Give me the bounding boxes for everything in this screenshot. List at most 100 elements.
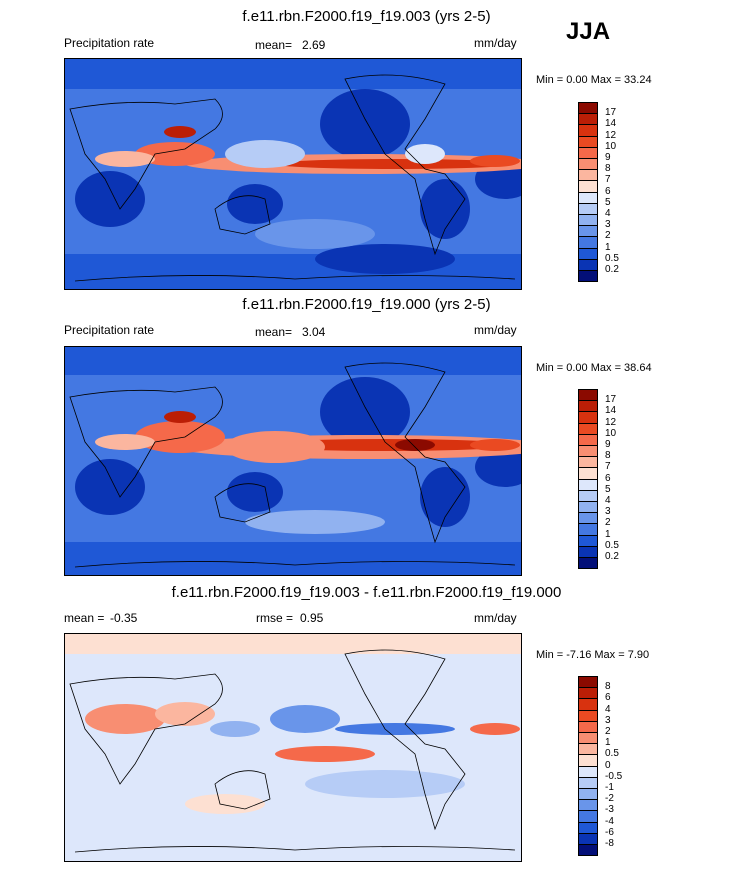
panel-1-mean-value: 2.69 [302,38,326,52]
colorbar-swatch [578,158,598,170]
colorbar-label: -1 [605,782,614,793]
colorbar-label: 2 [605,230,611,242]
colorbar-label: 0.5 [605,539,619,551]
panel-2-map [64,346,522,576]
colorbar-swatch [578,445,598,457]
colorbar-swatch [578,489,598,501]
colorbar-swatch [578,225,598,237]
colorbar-label: -6 [605,826,614,838]
colorbar-swatch [578,478,598,490]
colorbar-label: 3 [605,714,611,726]
colorbar-label: 1 [605,528,611,540]
colorbar-label: 17 [605,107,617,119]
panel-1-map [64,58,522,290]
colorbar-label: 0 [605,759,611,771]
colorbar-swatch [578,743,598,755]
colorbar-swatch [578,821,598,833]
colorbar-swatch [578,844,598,857]
colorbar-swatch [578,411,598,423]
colorbar-swatch [578,698,598,710]
colorbar-label: -4 [605,815,614,827]
panel-3-mean-label: mean = [64,611,105,625]
colorbar-swatch [578,788,598,800]
colorbar-swatch [578,191,598,203]
colorbar-label: 0.5 [605,252,619,264]
colorbar-swatch [578,467,598,479]
season-label: JJA [566,18,611,45]
colorbar-label: -8 [605,838,614,849]
colorbar-label: 6 [605,692,611,704]
colorbar-swatch [578,180,598,192]
colorbar-label: 12 [605,416,617,428]
colorbar-swatch [578,545,598,557]
colorbar-swatch [578,732,598,744]
colorbar-label: 8 [605,163,611,175]
panel-2-min-max: Min = 0.00 Max = 38.64 [536,362,652,374]
panel-2-units: mm/day [474,323,517,337]
colorbar-swatch [578,169,598,181]
colorbar-label: 14 [605,405,617,417]
panel-3-map [64,633,522,862]
panel-3-mean-value: -0.35 [110,611,138,625]
colorbar-swatch [578,113,598,125]
colorbar-label: 3 [605,219,611,231]
colorbar-swatch [578,124,598,136]
panel-1-mean-label: mean= [255,38,293,52]
colorbar-label: 9 [605,439,611,450]
colorbar-label: 8 [605,450,611,462]
colorbar-label: 7 [605,461,611,473]
colorbar-label: -0.5 [605,770,623,782]
colorbar-label: 14 [605,118,617,130]
colorbar-label: 1 [605,737,611,749]
colorbar-swatch [578,146,598,158]
panel-1-title: f.e11.rbn.F2000.f19_f19.003 (yrs 2-5) [242,8,491,25]
colorbar-label: 5 [605,196,611,208]
colorbar-swatch [578,236,598,248]
panel-3-title: f.e11.rbn.F2000.f19_f19.003 - f.e11.rbn.… [171,584,562,601]
colorbar-label: 6 [605,472,611,484]
colorbar-swatch [578,687,598,699]
colorbar-swatch [578,754,598,766]
colorbar-swatch [578,389,598,401]
panel-2-mean-value: 3.04 [302,325,326,339]
colorbar-label: 5 [605,483,611,495]
colorbar-swatch [578,433,598,445]
panel-3-rmse-label: rmse = [256,611,294,625]
colorbar-label: 9 [605,152,611,163]
colorbar-swatch [578,135,598,147]
panel-3-units: mm/day [474,611,517,625]
colorbar-swatch [578,557,598,570]
colorbar-swatch [578,799,598,811]
colorbar-swatch [578,523,598,535]
colorbar-swatch [578,400,598,412]
colorbar-label: 7 [605,174,611,186]
colorbar-label: 4 [605,208,611,219]
colorbar-swatch [578,765,598,777]
colorbar-label: 4 [605,495,611,506]
colorbar-swatch [578,102,598,114]
colorbar-label: 2 [605,726,611,737]
panel-2-title: f.e11.rbn.F2000.f19_f19.000 (yrs 2-5) [242,296,491,313]
colorbar-swatch [578,202,598,214]
colorbar-swatch [578,247,598,259]
colorbar-label: 1 [605,241,611,253]
colorbar-label: 17 [605,394,617,406]
panel-2-mean-label: mean= [255,325,293,339]
panel-3-min-max: Min = -7.16 Max = 7.90 [536,649,650,661]
colorbar-swatch [578,456,598,468]
colorbar-label: 0.5 [605,748,619,760]
colorbar-swatch [578,258,598,270]
colorbar-label: 4 [605,703,611,715]
panel-3-rmse-value: 0.95 [300,611,324,625]
colorbar-swatch [578,501,598,513]
panel-1-units: mm/day [474,36,517,50]
colorbar-label: 10 [605,140,617,152]
panel-1-min-max: Min = 0.00 Max = 33.24 [536,74,652,86]
colorbar-swatch [578,270,598,283]
colorbar-label: 8 [605,681,611,693]
colorbar-swatch [578,422,598,434]
colorbar-swatch [578,214,598,226]
colorbar-label: 2 [605,517,611,529]
colorbar-swatch [578,534,598,546]
colorbar-label: -3 [605,804,614,816]
